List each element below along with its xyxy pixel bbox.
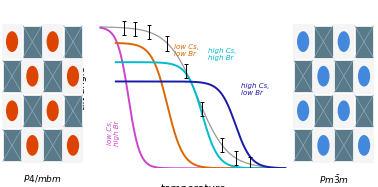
Text: temperature: temperature [161,184,226,187]
Bar [43,60,62,92]
Text: low Cs,
low Br: low Cs, low Br [174,44,199,57]
Text: high Cs,
high Br: high Cs, high Br [208,48,237,61]
Circle shape [67,135,79,156]
Bar [354,59,374,94]
Circle shape [6,100,18,121]
Bar [333,94,354,128]
Bar [313,128,333,163]
Bar [335,129,353,161]
Bar [23,26,42,58]
Bar [293,94,313,128]
Bar [355,26,373,58]
Circle shape [6,31,18,52]
Bar [355,95,373,127]
Circle shape [26,66,39,87]
Bar [42,94,63,128]
Bar [63,59,83,94]
Bar [63,128,83,163]
Circle shape [46,31,59,52]
Bar [313,59,333,94]
Bar [354,128,374,163]
Circle shape [338,100,350,121]
Bar [2,24,22,59]
Text: low Cs,
high Br: low Cs, high Br [107,120,121,146]
Bar [314,95,333,127]
Circle shape [358,66,370,87]
Bar [22,128,42,163]
Circle shape [297,100,309,121]
Bar [3,129,22,161]
Bar [64,26,82,58]
Text: $Pm\bar{3}m$: $Pm\bar{3}m$ [319,173,349,186]
Bar [23,95,42,127]
Bar [293,24,313,59]
Bar [42,24,63,59]
Bar [335,60,353,92]
Bar [294,129,313,161]
Bar [64,95,82,127]
Bar [22,59,42,94]
Bar [314,26,333,58]
Circle shape [67,66,79,87]
Circle shape [338,31,350,52]
Bar [2,94,22,128]
Circle shape [358,135,370,156]
Text: tilt angle: tilt angle [77,66,87,110]
Bar [3,60,22,92]
Circle shape [317,66,330,87]
Circle shape [317,135,330,156]
Circle shape [26,135,39,156]
Text: $P4/mbm$: $P4/mbm$ [23,173,62,184]
Bar [294,60,313,92]
Circle shape [46,100,59,121]
Circle shape [297,31,309,52]
Bar [43,129,62,161]
Text: high Cs,
low Br: high Cs, low Br [242,83,270,96]
Bar [333,24,354,59]
